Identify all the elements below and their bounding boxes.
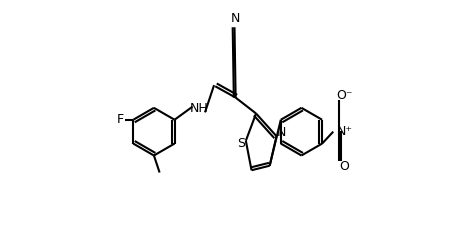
- Text: N: N: [231, 12, 241, 25]
- Text: N⁺: N⁺: [337, 125, 353, 138]
- Text: NH: NH: [190, 102, 209, 116]
- Text: N: N: [277, 126, 286, 139]
- Text: O: O: [339, 160, 349, 173]
- Text: O⁻: O⁻: [336, 89, 352, 102]
- Text: S: S: [237, 136, 245, 150]
- Text: F: F: [117, 113, 124, 126]
